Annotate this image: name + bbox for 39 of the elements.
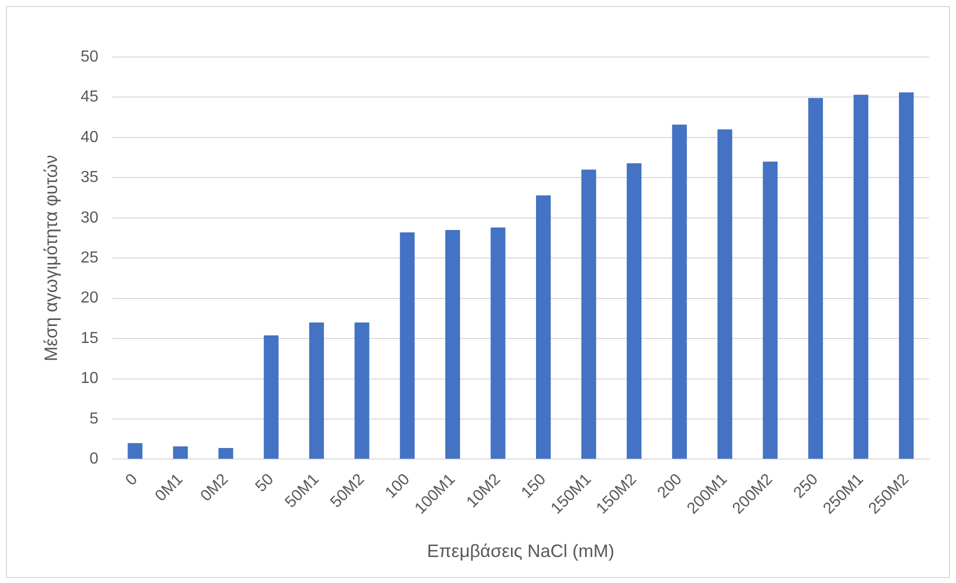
bar: [898, 92, 914, 459]
bar: [854, 94, 868, 459]
bar: [672, 124, 687, 459]
bar: [264, 335, 279, 459]
y-tick-label: 15: [80, 330, 98, 347]
y-tick-label: 35: [80, 169, 98, 186]
bar: [490, 228, 506, 459]
bar: [762, 162, 778, 459]
y-tick-label: 40: [80, 128, 98, 146]
x-tick-label: 50: [252, 470, 278, 496]
bar: [445, 230, 460, 459]
bar: [309, 322, 324, 459]
bar: [717, 129, 732, 459]
bar: [173, 446, 188, 459]
bar: [626, 163, 642, 459]
y-tick-label: 30: [80, 209, 98, 226]
bar: [128, 443, 142, 459]
y-axis-title: Μέση αγωγιμότητα φυτών: [40, 154, 61, 362]
bar: [218, 448, 234, 459]
bar: [808, 98, 823, 459]
y-tick-label: 50: [80, 48, 98, 66]
y-tick-label: 25: [80, 250, 98, 267]
x-tick-label: 0: [122, 470, 142, 490]
y-tick-label: 45: [80, 88, 98, 106]
bar: [581, 170, 596, 459]
bar: [400, 232, 415, 459]
bar: [536, 195, 551, 459]
x-tick-label: 250: [790, 470, 822, 502]
x-tick-label: 0M1: [152, 470, 186, 505]
x-tick-label: 0M2: [198, 470, 232, 505]
x-tick-label: 200: [654, 470, 686, 502]
y-tick-label: 5: [89, 410, 98, 428]
x-tick-label: 150: [518, 470, 550, 502]
x-tick-label: 100: [382, 470, 414, 502]
bar: [354, 322, 370, 459]
x-axis-title: Επεμβάσεις NaCl (mM): [427, 541, 614, 562]
y-tick-label: 0: [89, 450, 98, 468]
y-tick-label: 10: [80, 370, 98, 388]
y-tick-label: 20: [80, 290, 98, 307]
